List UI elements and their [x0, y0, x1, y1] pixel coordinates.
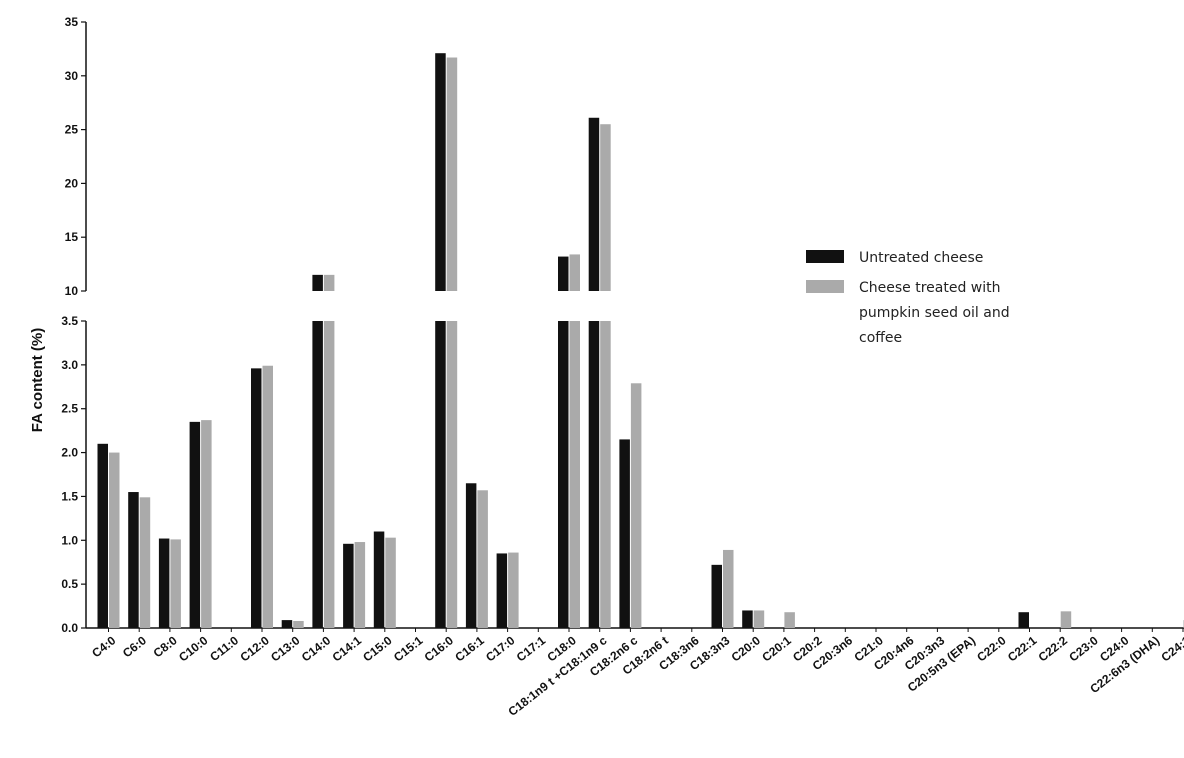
bar-untreated: [588, 321, 600, 628]
y-axis-label: FA content (%): [29, 328, 46, 432]
bar-treated: [109, 452, 120, 628]
legend-label-treated-line-2: pumpkin seed oil and: [859, 305, 1010, 321]
bar-untreated-upper: [558, 256, 569, 291]
y-ticks: 0.0 0.5 1.0 1.5 2.0 2.5 3.0 3.5 10 15 20 25 30 35: [61, 15, 86, 635]
upper-tick-label: 35: [65, 15, 79, 29]
bars: [97, 53, 1184, 628]
category-label: C15:0: [360, 633, 395, 664]
lower-tick-label: 2.0: [61, 446, 78, 460]
bar-treated: [477, 490, 488, 628]
bar-treated: [753, 610, 765, 628]
category-label: C23:0: [1066, 633, 1101, 664]
bar-untreated-upper: [435, 53, 446, 292]
bar-treated: [600, 321, 611, 628]
upper-tick-label: 15: [65, 230, 79, 244]
category-label: C13:0: [268, 633, 303, 664]
bar-untreated: [281, 620, 293, 628]
legend-label-untreated: Untreated cheese: [859, 250, 983, 266]
legend: Untreated cheese Cheese treated with pum…: [806, 250, 1010, 346]
lower-tick-label: 1.0: [61, 533, 78, 547]
upper-tick-label: 20: [65, 176, 79, 190]
bar-treated: [170, 539, 181, 628]
bar-treated: [385, 537, 396, 628]
bar-treated: [569, 321, 580, 628]
bar-untreated: [435, 321, 446, 628]
legend-swatch-untreated: [806, 250, 844, 263]
bar-treated-upper: [323, 274, 335, 291]
category-label: C22:1: [1005, 633, 1040, 664]
bar-untreated: [619, 439, 630, 628]
bar-treated: [630, 383, 642, 628]
bar-treated: [1060, 611, 1072, 628]
bar-untreated: [496, 553, 508, 628]
category-label: C6:0: [120, 633, 149, 660]
bar-untreated: [343, 543, 354, 628]
bar-untreated-upper: [588, 117, 600, 291]
bar-treated: [323, 321, 335, 628]
legend-swatch-treated: [806, 280, 844, 293]
bar-untreated: [373, 531, 385, 628]
category-label: C20:1: [759, 633, 794, 664]
bar-treated: [293, 620, 304, 628]
bar-treated-upper: [569, 254, 580, 291]
bar-untreated-upper: [312, 274, 323, 291]
lower-tick-label: 0.0: [61, 621, 78, 635]
category-label: C4:0: [89, 633, 118, 660]
category-label: C17:0: [483, 633, 518, 664]
bar-treated: [508, 552, 519, 628]
bar-treated: [201, 420, 212, 628]
category-label: C10:0: [176, 633, 211, 664]
legend-label-treated-line-1: Cheese treated with: [859, 280, 1001, 296]
bar-untreated: [465, 483, 477, 628]
bar-treated-upper: [446, 57, 458, 292]
lower-tick-label: 1.5: [61, 489, 78, 503]
category-label: C22:0: [974, 633, 1009, 664]
category-label: C8:0: [151, 633, 180, 660]
bar-treated: [354, 542, 366, 628]
lower-tick-label: 0.5: [61, 577, 78, 591]
bar-untreated: [312, 321, 323, 628]
bar-untreated: [251, 368, 262, 628]
category-label: C16:1: [452, 633, 487, 664]
category-label: C12:0: [237, 633, 272, 664]
lower-tick-label: 3.5: [61, 314, 78, 328]
category-label: C22:2: [1036, 633, 1071, 664]
category-label: C15:1: [391, 633, 426, 664]
upper-tick-label: 10: [65, 284, 79, 298]
bar-untreated: [97, 443, 108, 628]
category-label: C16:0: [422, 633, 457, 664]
category-labels: C4:0 C6:0 C8:0C10:0C11:0C12:0C13:0C14:0C14…: [89, 628, 1184, 719]
category-label: C17:1: [514, 633, 549, 664]
category-label: C24:1: [1158, 633, 1184, 664]
lower-tick-label: 2.5: [61, 402, 78, 416]
bar-untreated: [158, 538, 170, 628]
bar-untreated: [711, 564, 722, 628]
bar-treated: [784, 612, 795, 628]
bar-treated: [139, 497, 151, 628]
bar-treated: [262, 365, 273, 628]
upper-tick-label: 30: [65, 69, 79, 83]
upper-tick-label: 25: [65, 123, 79, 137]
bar-treated: [446, 321, 458, 628]
bar-untreated: [1018, 612, 1029, 628]
bar-treated-upper: [600, 124, 611, 291]
lower-tick-label: 3.0: [61, 358, 78, 372]
bar-untreated: [189, 421, 201, 628]
category-label: C14:0: [299, 633, 334, 664]
bar-untreated: [128, 492, 139, 628]
bar-treated: [723, 549, 734, 628]
category-label: C11:0: [207, 633, 241, 664]
bar-untreated: [558, 321, 569, 628]
category-label: C14:1: [330, 633, 365, 664]
bar-untreated: [742, 610, 753, 628]
category-label: C20:0: [729, 633, 764, 664]
legend-label-treated-line-3: coffee: [859, 330, 902, 346]
